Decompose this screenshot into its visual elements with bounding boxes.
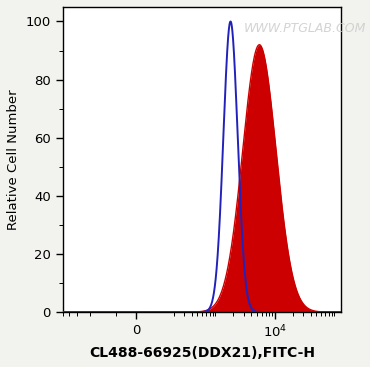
Text: WWW.PTGLAB.COM: WWW.PTGLAB.COM <box>243 22 366 35</box>
X-axis label: CL488-66925(DDX21),FITC-H: CL488-66925(DDX21),FITC-H <box>89 346 315 360</box>
Y-axis label: Relative Cell Number: Relative Cell Number <box>7 89 20 230</box>
